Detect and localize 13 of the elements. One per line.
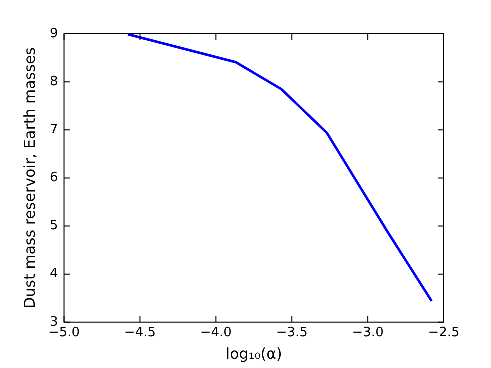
y-tick-label: 4: [50, 266, 58, 282]
y-tick-label: 8: [50, 74, 58, 90]
y-tick-label: 5: [50, 218, 58, 234]
x-tick-label: −2.5: [428, 326, 460, 341]
x-axis-title: log₁₀(α): [226, 344, 282, 363]
x-tick-label: −4.5: [124, 326, 156, 341]
y-tick-label: 9: [50, 26, 58, 42]
y-axis-title: Dust mass reservoir, Earth masses: [20, 47, 39, 309]
y-tick-label: 6: [50, 170, 58, 186]
x-tick-label: −3.5: [276, 326, 308, 341]
x-tick-label: −3.0: [352, 326, 384, 341]
y-tick-label: 7: [50, 122, 58, 138]
x-tick-label: −4.0: [200, 326, 232, 341]
